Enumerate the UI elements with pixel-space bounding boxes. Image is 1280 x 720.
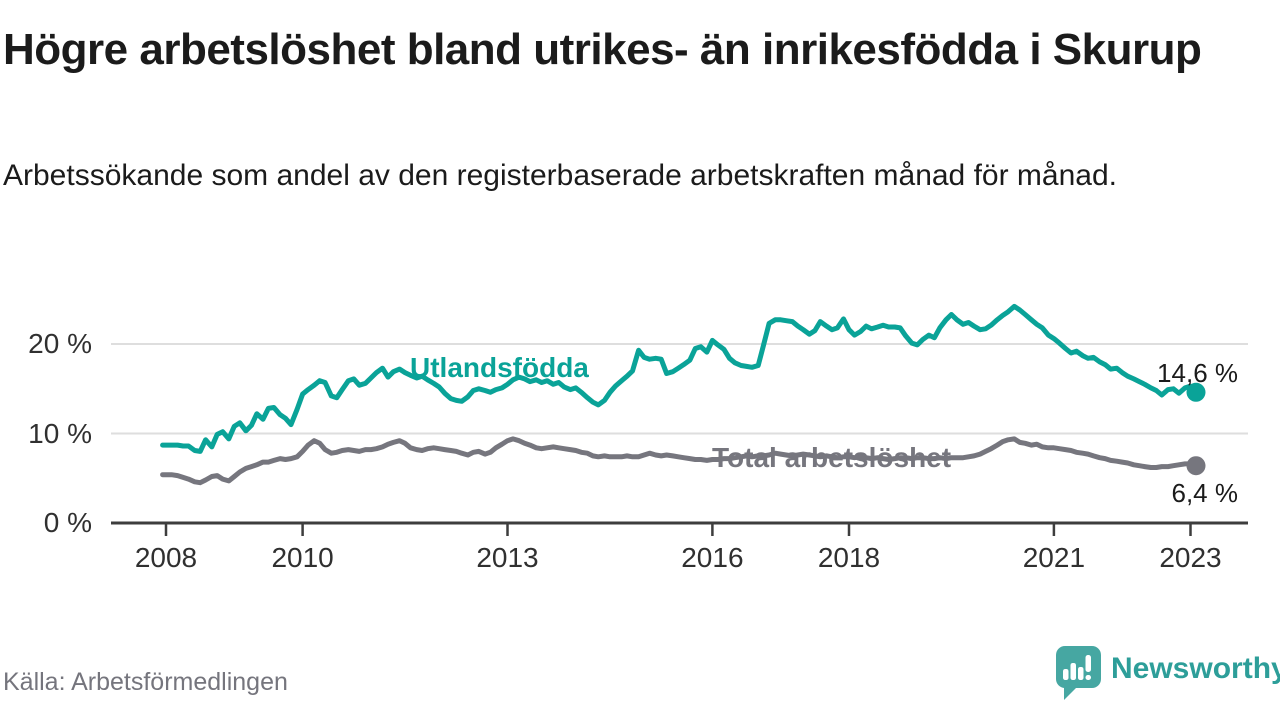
page-title: Högre arbetslöshet bland utrikes- än inr… <box>3 25 1202 74</box>
y-tick-label-10: 10 % <box>28 417 92 449</box>
x-tick-label-2013: 2013 <box>476 542 539 573</box>
x-tick-label-2010: 2010 <box>271 542 334 573</box>
page-subtitle: Arbetssökande som andel av den registerb… <box>3 159 1117 192</box>
end-value-label-total: 6,4 % <box>1171 478 1239 508</box>
newsworthy-logo: Newsworthy <box>1054 644 1280 702</box>
x-tick-label-2021: 2021 <box>1022 542 1086 573</box>
newsworthy-logo-icon <box>1055 646 1101 700</box>
series-line-1 <box>160 436 1199 486</box>
x-tick-label-2018: 2018 <box>817 542 881 573</box>
series-label-total-arbetsloshet: Total arbetslöshet <box>712 442 952 473</box>
source-note: Källa: Arbetsförmedlingen <box>3 668 288 696</box>
y-tick-label-20: 20 % <box>28 328 92 359</box>
series-lines <box>160 303 1199 486</box>
newsworthy-logo-text: Newsworthy <box>1111 652 1280 685</box>
series-end-dots <box>1186 382 1206 476</box>
y-tick-label-0: 0 % <box>43 507 92 538</box>
x-tick-label-2016: 2016 <box>681 542 744 573</box>
x-axis <box>111 521 1248 536</box>
series-line-0 <box>160 303 1199 454</box>
series-end-dot-1 <box>1186 456 1206 476</box>
end-value-label-utlandsfodda: 14,6 % <box>1157 358 1238 388</box>
x-tick-label-2008: 2008 <box>134 542 198 573</box>
series-end-dot-0 <box>1186 382 1206 402</box>
series-label-utlandsfodda: Utlandsfödda <box>410 352 589 383</box>
x-tick-label-2023: 2023 <box>1159 542 1222 573</box>
